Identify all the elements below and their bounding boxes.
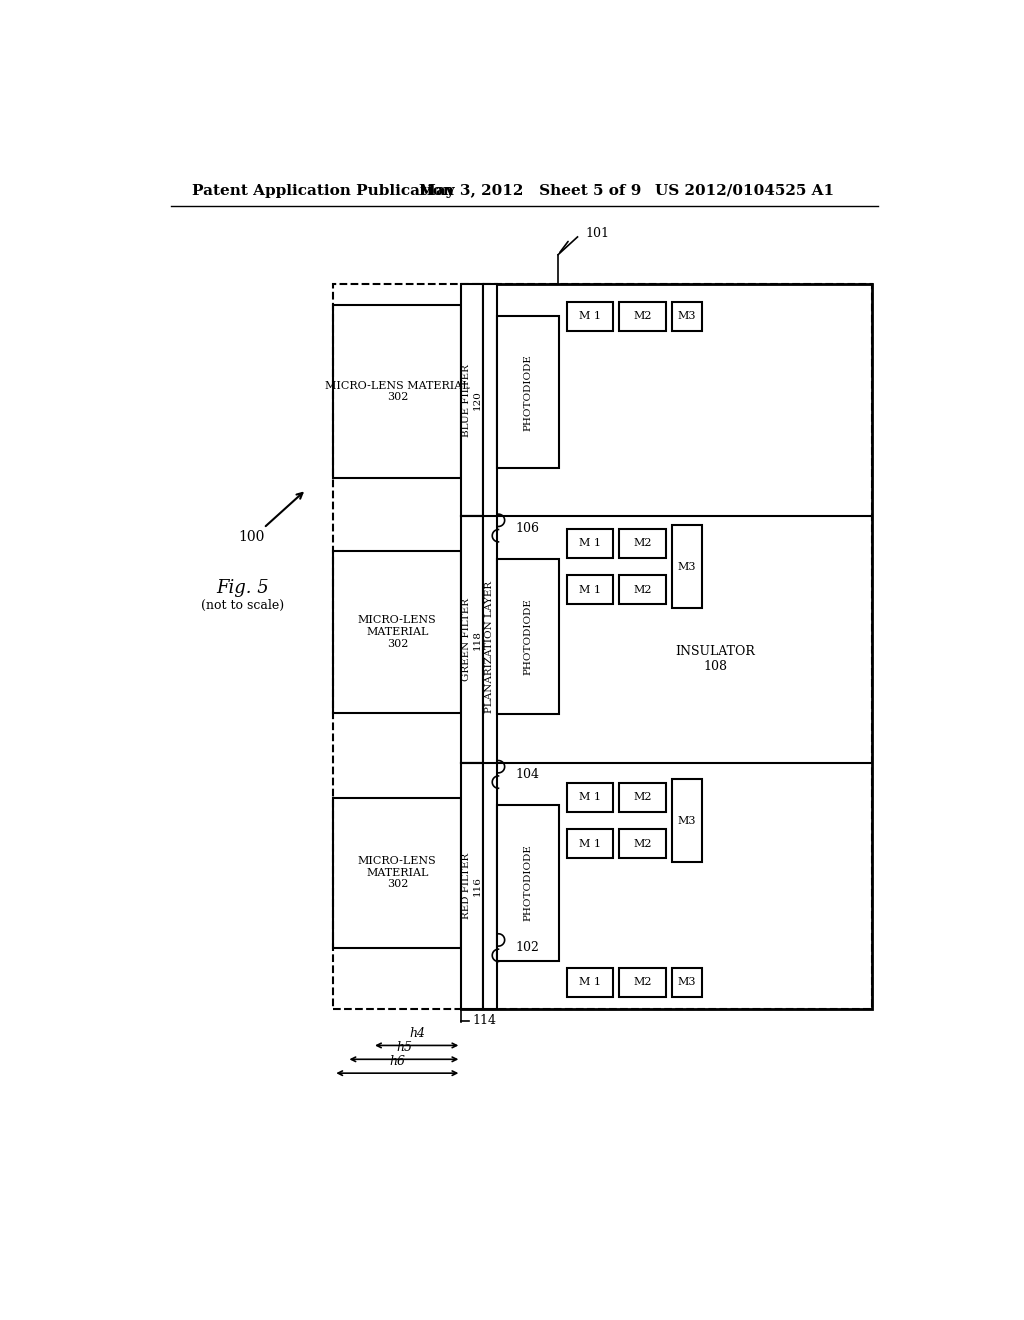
- Bar: [497, 558, 559, 714]
- Text: M2: M2: [634, 312, 652, 321]
- Text: MICRO-LENS
MATERIAL
302: MICRO-LENS MATERIAL 302: [358, 615, 436, 648]
- Bar: [620, 829, 666, 858]
- Bar: [620, 968, 666, 997]
- Text: PHOTODIODE: PHOTODIODE: [523, 354, 532, 430]
- Text: May 3, 2012   Sheet 5 of 9: May 3, 2012 Sheet 5 of 9: [419, 183, 641, 198]
- Text: M3: M3: [678, 816, 696, 825]
- Text: Fig. 5: Fig. 5: [216, 579, 269, 597]
- Text: M 1: M 1: [579, 539, 601, 548]
- Bar: [566, 302, 613, 331]
- Bar: [566, 829, 613, 858]
- Text: M2: M2: [634, 585, 652, 594]
- Text: BLUE FILTER
120: BLUE FILTER 120: [463, 364, 482, 437]
- Bar: [672, 302, 701, 331]
- Text: h5: h5: [396, 1041, 412, 1055]
- Bar: [566, 968, 613, 997]
- Text: GREEN FILTER
118: GREEN FILTER 118: [463, 598, 482, 681]
- Bar: [483, 284, 497, 1010]
- Bar: [461, 284, 483, 516]
- Text: M3: M3: [678, 977, 696, 987]
- Bar: [672, 525, 701, 609]
- Bar: [461, 516, 483, 763]
- Text: 106: 106: [515, 521, 540, 535]
- Bar: [461, 284, 872, 1010]
- Text: (not to scale): (not to scale): [201, 598, 285, 611]
- Text: M2: M2: [634, 792, 652, 803]
- Bar: [672, 968, 701, 997]
- Text: MICRO-LENS
MATERIAL
302: MICRO-LENS MATERIAL 302: [358, 855, 436, 890]
- Bar: [620, 529, 666, 558]
- Text: M3: M3: [678, 312, 696, 321]
- Bar: [334, 552, 461, 713]
- Text: h6: h6: [390, 1055, 406, 1068]
- Text: h4: h4: [409, 1027, 425, 1040]
- Bar: [620, 783, 666, 812]
- Bar: [497, 317, 559, 469]
- Text: 101: 101: [586, 227, 609, 240]
- Text: M 1: M 1: [579, 977, 601, 987]
- Text: M2: M2: [634, 838, 652, 849]
- Bar: [672, 779, 701, 862]
- Text: INSULATOR
108: INSULATOR 108: [676, 645, 756, 673]
- Text: US 2012/0104525 A1: US 2012/0104525 A1: [655, 183, 835, 198]
- Bar: [461, 763, 483, 1010]
- Bar: [566, 783, 613, 812]
- Bar: [334, 797, 461, 948]
- Bar: [334, 284, 872, 1010]
- Text: RED FILTER
116: RED FILTER 116: [463, 853, 482, 919]
- Text: 102: 102: [515, 941, 540, 954]
- Text: PHOTODIODE: PHOTODIODE: [523, 598, 532, 675]
- Text: 104: 104: [515, 768, 540, 781]
- Bar: [620, 576, 666, 605]
- Text: M 1: M 1: [579, 838, 601, 849]
- Text: M3: M3: [678, 561, 696, 572]
- Text: M2: M2: [634, 977, 652, 987]
- Text: 114: 114: [473, 1014, 497, 1027]
- Text: MICRO-LENS MATERIAL
302: MICRO-LENS MATERIAL 302: [325, 380, 470, 403]
- Text: Patent Application Publication: Patent Application Publication: [193, 183, 455, 198]
- Text: 100: 100: [239, 531, 265, 544]
- Text: PLANARIZATION LAYER: PLANARIZATION LAYER: [485, 581, 495, 713]
- Bar: [566, 529, 613, 558]
- Bar: [334, 305, 461, 478]
- Text: M 1: M 1: [579, 792, 601, 803]
- Text: M 1: M 1: [579, 585, 601, 594]
- Bar: [620, 302, 666, 331]
- Bar: [566, 576, 613, 605]
- Text: M 1: M 1: [579, 312, 601, 321]
- Text: PHOTODIODE: PHOTODIODE: [523, 845, 532, 921]
- Bar: [497, 805, 559, 961]
- Text: M2: M2: [634, 539, 652, 548]
